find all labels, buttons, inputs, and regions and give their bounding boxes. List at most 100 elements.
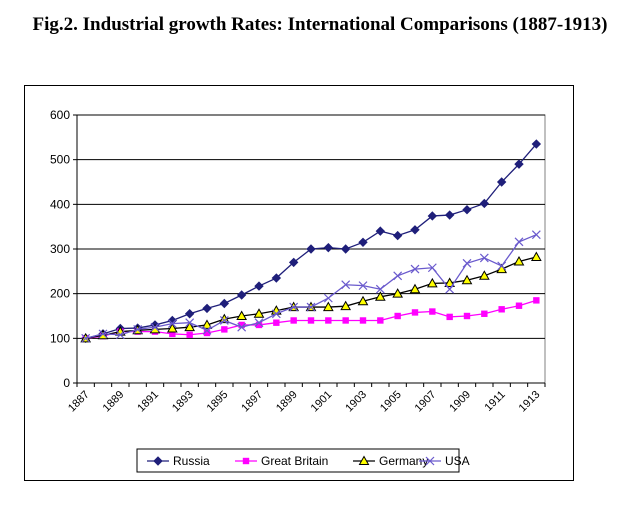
data-point-germany	[253, 308, 265, 318]
x-tick-label: 1891	[135, 389, 161, 415]
data-point-russia	[531, 139, 542, 149]
y-tick-labels: 0 100 200 300 400 500 600	[50, 108, 70, 390]
x-tick-label: 1903	[343, 389, 369, 415]
data-point-russia	[358, 237, 368, 248]
data-point-germany	[530, 251, 542, 262]
data-point-usa	[254, 318, 264, 328]
data-point-usa	[410, 264, 420, 274]
legend-label: USA	[445, 454, 470, 468]
data-point-germany	[444, 277, 456, 287]
data-point-great-britain	[203, 329, 211, 337]
data-point-russia	[392, 230, 403, 241]
marker-stroke	[150, 322, 160, 332]
data-point-usa	[289, 302, 299, 312]
data-point-usa	[219, 316, 229, 325]
data-point-great-britain	[238, 321, 245, 329]
data-point-russia	[514, 159, 524, 169]
data-point-usa	[462, 258, 472, 268]
marker-stroke	[237, 322, 247, 332]
data-point-germany	[409, 283, 421, 294]
data-point-usa	[445, 284, 455, 294]
legend-item-russia: Russia	[147, 454, 210, 468]
data-point-usa	[375, 284, 385, 294]
marker-stroke	[115, 330, 125, 340]
chart-frame: 0 100 200 300 400 500 600 1887 1889 1891 1893 1895…	[24, 85, 574, 481]
data-point-great-britain	[307, 317, 315, 324]
data-point-great-britain	[411, 309, 419, 316]
legend-label: Germany	[379, 454, 428, 468]
data-point-usa	[237, 322, 247, 332]
x-tick-label: 1909	[447, 389, 473, 415]
marker-stroke	[133, 324, 143, 334]
data-point-russia	[479, 198, 490, 209]
data-point-great-britain	[342, 317, 349, 324]
marker-stroke	[219, 316, 229, 325]
data-point-usa	[81, 333, 91, 343]
data-point-russia	[306, 244, 316, 254]
marker-stroke	[375, 284, 385, 294]
marker-stroke	[479, 253, 489, 263]
data-point-russia	[323, 242, 334, 253]
legend-label: Great Britain	[261, 454, 328, 468]
legend-item-germany: Germany	[353, 454, 428, 468]
x-tick-label: 1895	[205, 389, 231, 415]
x-tick-label: 1907	[413, 389, 439, 415]
marker-stroke	[254, 318, 264, 328]
x-tick-label: 1901	[309, 389, 335, 415]
marker-stroke	[289, 302, 299, 312]
data-point-usa	[497, 261, 507, 271]
y-tick-label: 500	[50, 153, 70, 167]
legend-item-usa: USA	[419, 454, 470, 468]
data-point-germany	[236, 310, 248, 320]
x-tick-label: 1893	[170, 389, 196, 415]
x-tick-label: 1899	[274, 389, 300, 415]
data-point-usa	[150, 322, 160, 332]
data-point-great-britain	[325, 317, 332, 324]
x-tick-label: 1897	[239, 389, 265, 415]
legend-marker	[358, 455, 370, 465]
data-point-germany	[461, 274, 473, 285]
marker-stroke	[323, 293, 333, 303]
marker-stroke	[167, 319, 177, 329]
x-tick-label: 1889	[101, 389, 127, 415]
marker-stroke	[531, 230, 541, 240]
data-point-russia	[496, 177, 507, 187]
data-point-germany	[201, 319, 213, 329]
data-point-usa	[202, 325, 212, 335]
data-point-usa	[514, 237, 524, 247]
data-point-great-britain	[221, 326, 228, 333]
marker-stroke	[410, 264, 420, 274]
data-point-germany	[322, 301, 334, 312]
data-point-russia	[271, 273, 282, 283]
legend-marker	[153, 456, 163, 466]
data-point-russia	[202, 303, 212, 314]
y-tick-label: 400	[50, 197, 70, 211]
marker-stroke	[514, 237, 524, 247]
data-point-russia	[236, 290, 247, 300]
data-point-usa	[98, 329, 108, 339]
data-point-germany	[357, 295, 369, 306]
data-point-great-britain	[481, 310, 488, 317]
x-tick-label: 1913	[517, 389, 543, 415]
data-point-russia	[340, 244, 351, 254]
legend-label: Russia	[173, 454, 210, 468]
marker-stroke	[445, 284, 455, 294]
marker-stroke	[271, 309, 281, 319]
data-point-great-britain	[498, 306, 505, 313]
data-point-russia	[184, 309, 195, 319]
data-point-russia	[444, 210, 455, 220]
data-point-germany	[184, 321, 196, 332]
y-tick-label: 100	[50, 331, 70, 345]
data-point-great-britain	[429, 308, 436, 315]
data-point-great-britain	[169, 330, 176, 338]
y-tick-label: 0	[63, 376, 70, 390]
data-point-usa	[115, 330, 125, 340]
marker-stroke	[497, 261, 507, 271]
data-point-germany	[166, 322, 178, 333]
marker-stroke	[358, 281, 368, 291]
data-point-germany	[478, 270, 490, 280]
data-point-usa	[271, 309, 281, 319]
data-point-great-britain	[255, 321, 263, 329]
x-tick-label: 1911	[483, 389, 508, 414]
data-point-russia	[427, 211, 438, 221]
